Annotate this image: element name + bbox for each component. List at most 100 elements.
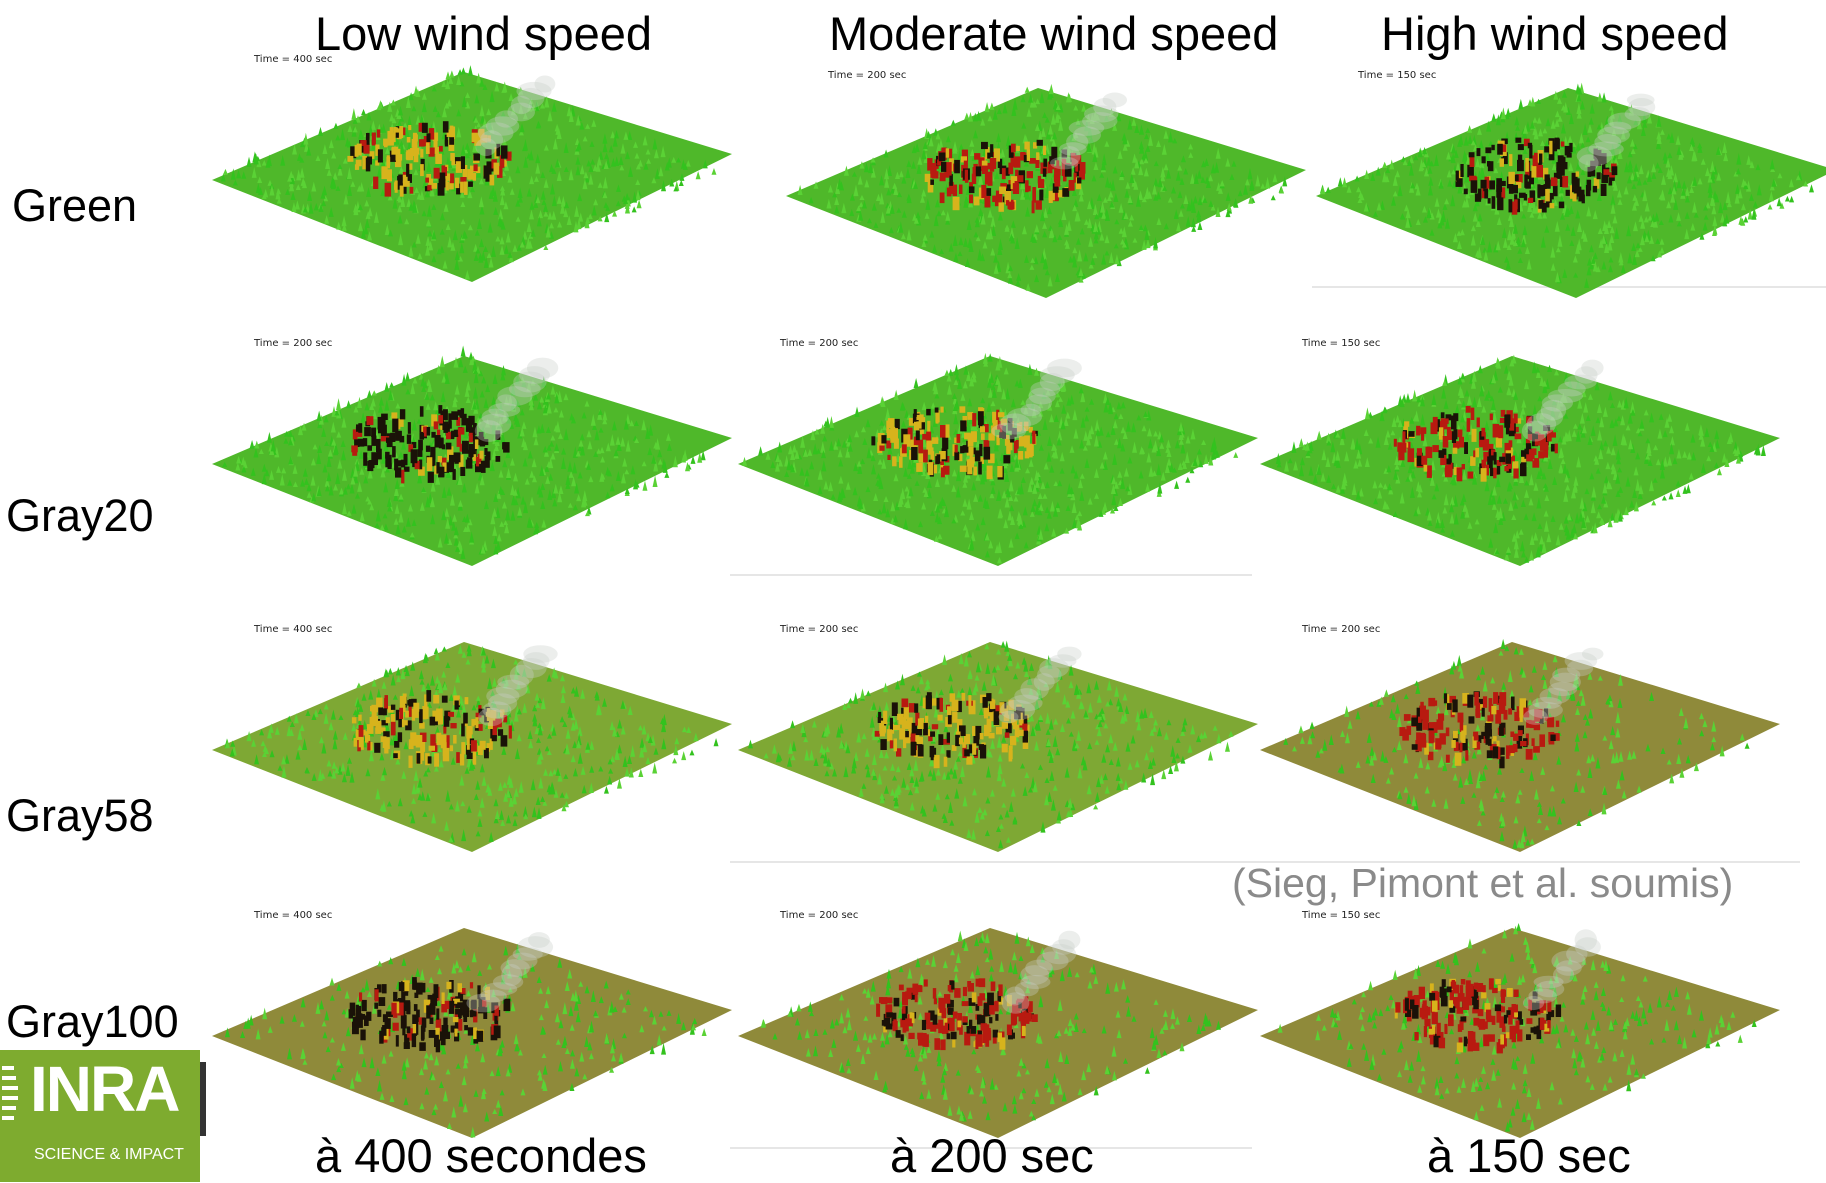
burn-mark xyxy=(1014,441,1018,453)
burn-mark xyxy=(1514,199,1517,209)
burn-mark xyxy=(916,431,920,441)
tree-mark xyxy=(372,390,377,395)
burn-mark xyxy=(1039,190,1043,201)
burn-mark xyxy=(960,406,966,413)
burn-mark xyxy=(420,149,423,158)
burn-mark xyxy=(445,140,448,147)
burn-mark xyxy=(446,443,452,450)
burn-mark xyxy=(982,166,988,174)
burn-mark xyxy=(484,448,487,455)
burn-mark xyxy=(1433,417,1438,430)
burn-mark xyxy=(999,202,1004,211)
burn-mark xyxy=(1032,431,1035,444)
tree-mark xyxy=(351,108,356,120)
burn-mark xyxy=(1542,203,1547,213)
burn-mark xyxy=(450,153,455,161)
burn-mark xyxy=(1505,414,1511,423)
tree-mark xyxy=(1518,99,1523,109)
burn-mark xyxy=(1445,419,1449,424)
tree-mark xyxy=(389,382,394,387)
burn-mark xyxy=(414,150,419,162)
burn-mark xyxy=(467,169,473,180)
burn-mark xyxy=(1446,459,1451,465)
tree-mark xyxy=(267,432,272,443)
burn-mark xyxy=(378,149,383,162)
burn-mark xyxy=(466,460,473,469)
burn-mark xyxy=(1494,452,1497,465)
burn-mark xyxy=(451,160,455,165)
burn-mark xyxy=(999,187,1006,195)
burn-mark xyxy=(981,142,988,149)
burn-mark xyxy=(1467,418,1471,432)
burn-mark xyxy=(438,405,442,414)
burn-mark xyxy=(1493,468,1496,479)
tree-mark xyxy=(758,446,763,455)
tree-mark xyxy=(1597,92,1602,101)
tree-mark xyxy=(989,102,994,109)
burn-mark xyxy=(1443,436,1449,448)
burn-mark xyxy=(391,147,397,154)
burn-mark xyxy=(1451,416,1457,430)
burn-mark xyxy=(1404,421,1409,427)
burn-mark xyxy=(1468,472,1474,479)
burn-mark xyxy=(401,470,404,484)
burn-mark xyxy=(1515,434,1522,440)
burn-mark xyxy=(475,439,479,449)
tree-mark xyxy=(384,382,389,392)
tree-mark xyxy=(880,396,885,405)
burn-mark xyxy=(1027,171,1033,178)
burn-mark xyxy=(965,170,968,181)
tree-mark xyxy=(653,475,658,487)
burn-mark xyxy=(351,445,358,452)
burn-mark xyxy=(1521,450,1526,457)
tree-mark xyxy=(1291,441,1296,453)
panel-timestamp: Time = 150 sec xyxy=(1358,70,1436,81)
burn-mark xyxy=(947,188,952,197)
tree-mark xyxy=(1467,125,1472,133)
burn-mark xyxy=(386,438,392,443)
burn-mark xyxy=(1569,143,1572,152)
tree-mark xyxy=(468,65,473,76)
burn-mark xyxy=(1471,408,1475,420)
burn-mark xyxy=(1477,418,1480,428)
burn-mark xyxy=(1013,183,1019,194)
burn-mark xyxy=(1524,194,1527,201)
burn-mark xyxy=(406,164,409,177)
burn-mark xyxy=(987,466,993,480)
tree-mark xyxy=(1299,438,1304,447)
burn-mark xyxy=(454,430,458,437)
burn-mark xyxy=(1027,149,1030,161)
tree-mark xyxy=(1412,390,1417,402)
burn-mark xyxy=(455,178,459,188)
burn-mark xyxy=(395,467,401,477)
burn-mark xyxy=(891,428,898,439)
burn-mark xyxy=(902,444,907,453)
burn-mark xyxy=(1513,185,1518,194)
burn-mark xyxy=(439,179,446,188)
burn-mark xyxy=(496,456,501,462)
burn-mark xyxy=(914,409,917,417)
burn-mark xyxy=(967,459,971,466)
tree-mark xyxy=(1382,162,1387,168)
burn-mark xyxy=(484,165,488,178)
burn-mark xyxy=(1427,465,1432,478)
burn-mark xyxy=(501,145,508,158)
burn-mark xyxy=(1453,448,1458,454)
tree-mark xyxy=(446,71,451,79)
burn-mark xyxy=(941,162,946,172)
burn-mark xyxy=(391,412,397,418)
burn-mark xyxy=(392,419,398,433)
burn-mark xyxy=(400,186,403,191)
burn-mark xyxy=(392,446,396,457)
burn-mark xyxy=(1464,189,1468,195)
burn-mark xyxy=(960,420,966,431)
panel-timestamp: Time = 150 sec xyxy=(1302,338,1380,349)
burn-mark xyxy=(1421,427,1427,434)
burn-mark xyxy=(998,412,1005,417)
burn-mark xyxy=(1487,161,1490,167)
burn-mark xyxy=(442,165,446,172)
burn-mark xyxy=(916,463,923,472)
tree-mark xyxy=(1405,393,1410,403)
burn-mark xyxy=(1490,468,1493,476)
burn-mark xyxy=(411,449,418,463)
